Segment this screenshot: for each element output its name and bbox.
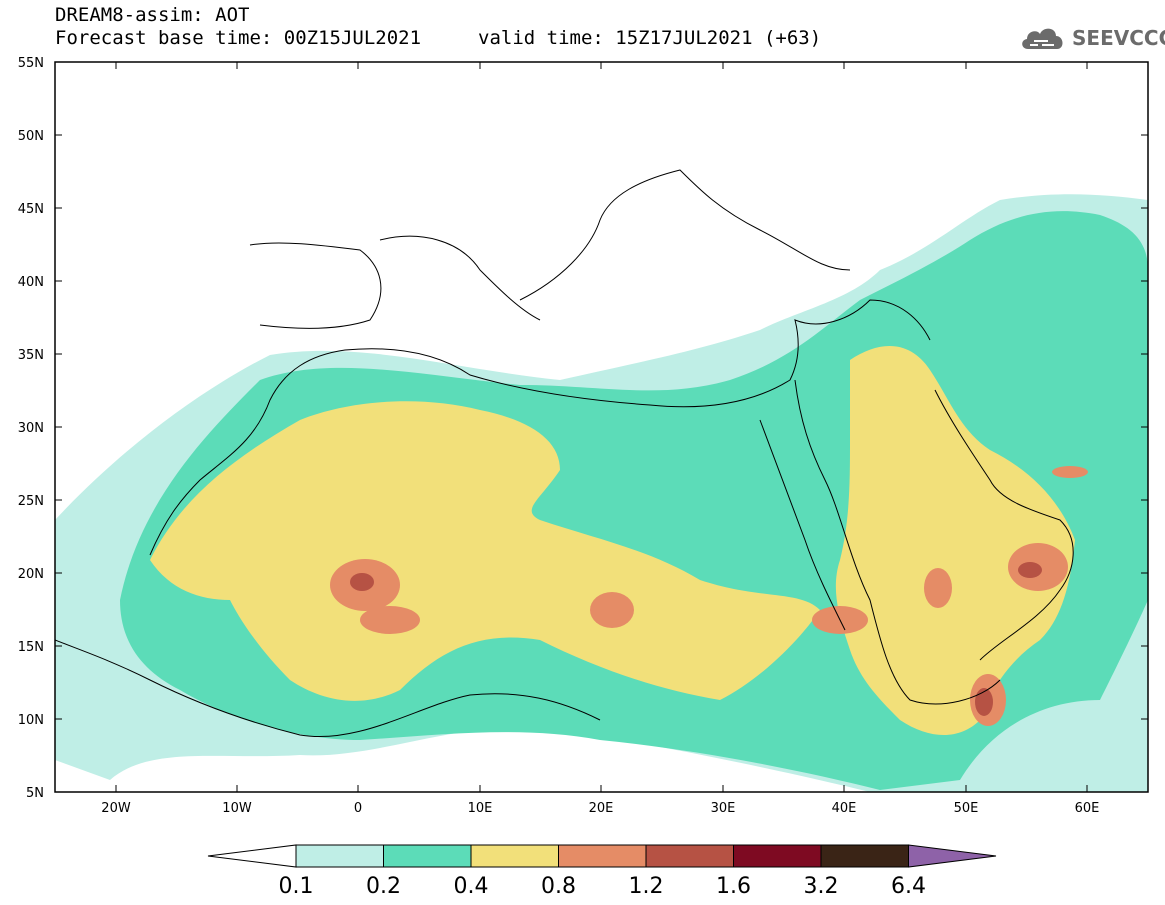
aot-band-0.4-arabia bbox=[835, 346, 1075, 735]
lat-label: 45N bbox=[18, 202, 44, 217]
lat-label: 30N bbox=[18, 421, 44, 436]
lat-ticks bbox=[55, 61, 1148, 720]
lon-label: 60E bbox=[1075, 801, 1100, 816]
aot-spot-gulf bbox=[1052, 466, 1088, 478]
colorbar-over-arrow bbox=[908, 844, 997, 868]
colorbar-label: 0.8 bbox=[541, 874, 576, 899]
colorbar-swatch bbox=[383, 844, 472, 868]
lon-label: 50E bbox=[954, 801, 979, 816]
colorbar: 0.1 0.2 0.4 0.8 1.2 1.6 3.2 6.4 bbox=[207, 844, 997, 899]
longitude-axis: 20W 10W 0 10E 20E 30E 40E 50E 60E bbox=[101, 801, 1099, 816]
aot-core-oman bbox=[1018, 562, 1042, 578]
lat-label: 50N bbox=[18, 129, 44, 144]
colorbar-swatch bbox=[295, 844, 384, 868]
lat-label: 5N bbox=[26, 786, 44, 801]
colorbar-swatch bbox=[558, 844, 647, 868]
aot-core-mali bbox=[350, 573, 374, 591]
lat-label: 55N bbox=[18, 56, 44, 71]
colorbar-swatch bbox=[733, 844, 822, 868]
colorbar-label: 6.4 bbox=[891, 874, 926, 899]
aot-band-0.4-sahara bbox=[150, 401, 820, 701]
colorbar-label: 0.2 bbox=[366, 874, 401, 899]
lat-label: 25N bbox=[18, 494, 44, 509]
lat-label: 40N bbox=[18, 275, 44, 290]
forecast-base-time: Forecast base time: 00Z15JUL2021 bbox=[55, 27, 422, 49]
colorbar-label: 0.1 bbox=[279, 874, 314, 899]
lon-label: 0 bbox=[354, 801, 362, 816]
colorbar-swatch bbox=[470, 844, 559, 868]
aot-core-somalia bbox=[975, 688, 993, 716]
map-title: DREAM8-assim: AOT bbox=[55, 4, 250, 26]
colorbar-swatch bbox=[820, 844, 909, 868]
lon-label: 10W bbox=[222, 801, 252, 816]
lon-ticks bbox=[115, 62, 1088, 792]
colorbar-swatch bbox=[645, 844, 734, 868]
valid-time: valid time: 15Z17JUL2021 (+63) bbox=[478, 27, 822, 49]
colorbar-label: 1.6 bbox=[716, 874, 751, 899]
lon-label: 30E bbox=[711, 801, 736, 816]
aot-field bbox=[55, 62, 1148, 792]
aot-spot-saudi bbox=[924, 568, 952, 608]
logo-text: SEEVCCC bbox=[1072, 26, 1165, 50]
lon-label: 20E bbox=[589, 801, 614, 816]
aot-spot-niger bbox=[360, 606, 420, 634]
lat-label: 20N bbox=[18, 567, 44, 582]
lon-label: 10E bbox=[468, 801, 493, 816]
colorbar-under-arrow bbox=[207, 844, 297, 868]
lat-label: 35N bbox=[18, 348, 44, 363]
seevccc-logo: SEEVCCC bbox=[1018, 20, 1165, 56]
lat-label: 10N bbox=[18, 713, 44, 728]
colorbar-label: 3.2 bbox=[804, 874, 839, 899]
latitude-axis: 55N 50N 45N 40N 35N 30N 25N 20N 15N 10N … bbox=[18, 56, 44, 801]
colorbar-label: 0.4 bbox=[454, 874, 489, 899]
coastlines bbox=[55, 169, 1074, 737]
lon-label: 20W bbox=[101, 801, 131, 816]
lat-label: 15N bbox=[18, 640, 44, 655]
cloud-icon bbox=[1022, 28, 1063, 49]
aot-spot-chad bbox=[590, 592, 634, 628]
colorbar-label: 1.2 bbox=[629, 874, 664, 899]
lon-label: 40E bbox=[832, 801, 857, 816]
